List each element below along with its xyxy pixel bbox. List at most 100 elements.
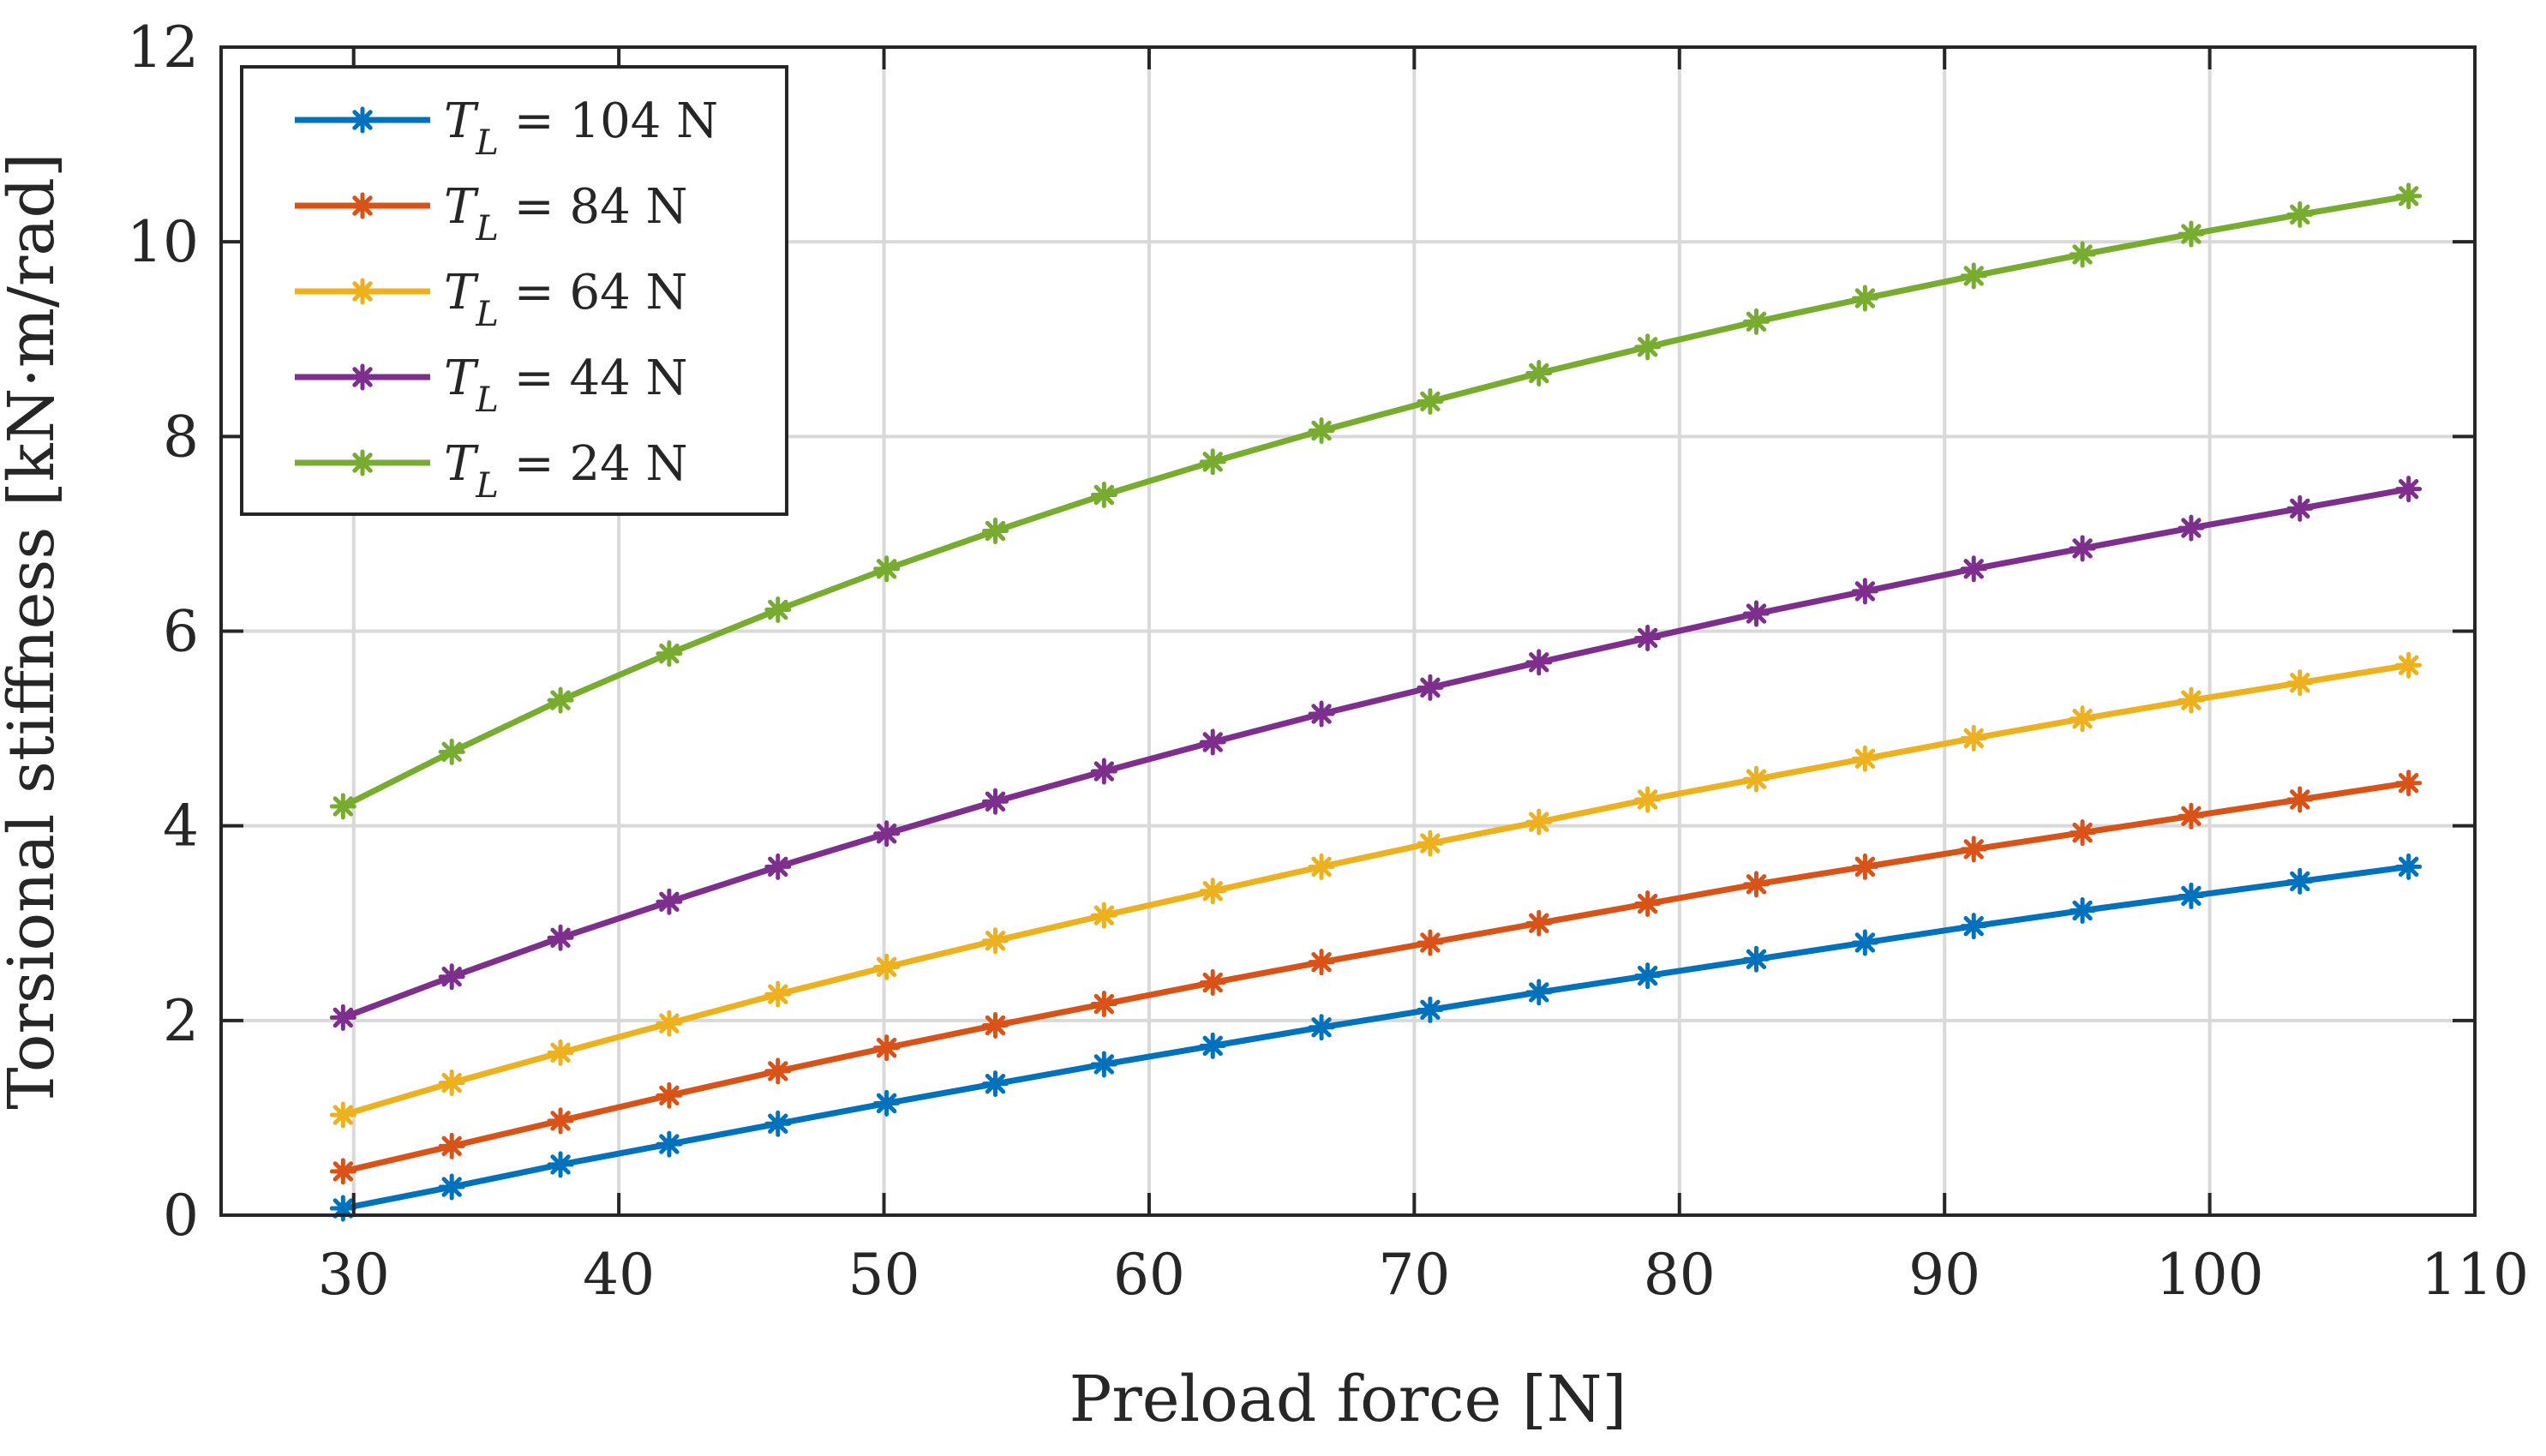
data-point bbox=[438, 1173, 465, 1201]
data-point bbox=[2069, 535, 2096, 562]
legend-entry: TL = 44 N bbox=[295, 351, 688, 420]
data-point bbox=[438, 963, 465, 991]
data-point bbox=[1634, 962, 1662, 990]
data-point bbox=[764, 596, 792, 624]
data-point bbox=[1851, 745, 1878, 772]
data-point bbox=[1742, 308, 1770, 335]
data-point bbox=[1851, 853, 1878, 880]
data-point bbox=[1634, 624, 1662, 651]
legend-symbol: T bbox=[444, 436, 479, 492]
x-tick-label: 80 bbox=[1644, 1242, 1716, 1308]
data-point bbox=[656, 640, 683, 668]
data-point bbox=[1525, 808, 1553, 836]
data-point bbox=[547, 1151, 574, 1178]
legend-symbol: T bbox=[444, 179, 479, 235]
data-point bbox=[1525, 909, 1553, 937]
data-point bbox=[981, 1012, 1009, 1040]
data-point bbox=[873, 1089, 901, 1117]
legend-symbol: T bbox=[444, 351, 479, 406]
data-point bbox=[1742, 871, 1770, 898]
data-point bbox=[1090, 481, 1117, 508]
series-4 bbox=[329, 183, 2423, 820]
data-point bbox=[2178, 220, 2205, 248]
legend-entry: TL = 24 N bbox=[295, 436, 688, 506]
x-axis-label: Preload force [N] bbox=[1069, 1363, 1627, 1436]
data-point bbox=[2069, 241, 2096, 268]
data-point bbox=[1960, 836, 1987, 863]
axis-ticks: 30 40 50 60 70 80 90 100 110 0 2 4 6 8 10 12 bbox=[127, 15, 2529, 1308]
data-point bbox=[2286, 867, 2314, 895]
data-point bbox=[1417, 929, 1444, 956]
data-point bbox=[2395, 770, 2423, 797]
data-point bbox=[2178, 686, 2205, 714]
data-point bbox=[1199, 728, 1226, 756]
y-tick-label: 12 bbox=[127, 15, 199, 81]
legend-label: TL = 84 N bbox=[444, 179, 688, 249]
data-point bbox=[1199, 969, 1226, 997]
x-tick-label: 70 bbox=[1378, 1242, 1450, 1308]
data-point bbox=[1090, 758, 1117, 785]
data-point bbox=[1417, 674, 1444, 701]
legend-value: = 44 N bbox=[499, 351, 688, 406]
data-point bbox=[981, 1070, 1009, 1098]
data-point bbox=[1308, 949, 1335, 976]
legend-marker bbox=[349, 363, 376, 391]
data-point bbox=[1634, 890, 1662, 918]
data-point bbox=[2069, 705, 2096, 733]
data-point bbox=[1742, 765, 1770, 793]
data-point bbox=[2178, 882, 2205, 909]
data-point bbox=[1308, 417, 1335, 445]
data-point bbox=[1851, 285, 1878, 312]
x-tick-label: 30 bbox=[318, 1242, 390, 1308]
data-point bbox=[873, 555, 901, 583]
data-point bbox=[1525, 360, 1553, 387]
data-point bbox=[2286, 786, 2314, 813]
data-point bbox=[329, 1004, 356, 1031]
data-point bbox=[547, 686, 574, 714]
series-line bbox=[342, 486, 2410, 1021]
series-0 bbox=[329, 853, 2423, 1222]
series-line bbox=[342, 780, 2410, 1175]
data-point bbox=[2069, 896, 2096, 924]
series-line bbox=[342, 662, 2410, 1118]
data-point bbox=[981, 518, 1009, 545]
data-point bbox=[656, 1010, 683, 1037]
legend: TL = 104 NTL = 84 NTL = 64 NTL = 44 NTL … bbox=[240, 65, 788, 516]
data-point bbox=[1960, 555, 1987, 583]
data-point bbox=[438, 1070, 465, 1097]
data-point bbox=[656, 1082, 683, 1109]
legend-subscript: L bbox=[475, 466, 499, 506]
legend-entry: TL = 64 N bbox=[295, 265, 688, 334]
data-point bbox=[329, 1101, 356, 1129]
legend-marker bbox=[349, 449, 376, 476]
legend-marker bbox=[349, 278, 376, 305]
y-tick-label: 0 bbox=[163, 1183, 199, 1249]
legend-subscript: L bbox=[475, 123, 499, 163]
data-point bbox=[547, 1107, 574, 1135]
data-point bbox=[1199, 1032, 1226, 1059]
legend-label: TL = 24 N bbox=[444, 436, 688, 506]
x-tick-label: 60 bbox=[1113, 1242, 1185, 1308]
data-point bbox=[438, 738, 465, 765]
data-point bbox=[873, 953, 901, 980]
x-tick-label: 90 bbox=[1908, 1242, 1980, 1308]
data-point bbox=[764, 1110, 792, 1137]
y-tick-label: 10 bbox=[127, 209, 199, 275]
data-point bbox=[1417, 830, 1444, 857]
data-point bbox=[1960, 724, 1987, 752]
data-point bbox=[873, 1034, 901, 1062]
data-point bbox=[764, 1058, 792, 1085]
legend-entry: TL = 104 N bbox=[295, 93, 718, 163]
data-point bbox=[2395, 651, 2423, 679]
x-tick-label: 50 bbox=[848, 1242, 920, 1308]
data-point bbox=[438, 1132, 465, 1159]
y-tick-label: 6 bbox=[163, 599, 199, 665]
data-point bbox=[1960, 913, 1987, 940]
data-point bbox=[1851, 578, 1878, 605]
data-point bbox=[2395, 476, 2423, 503]
legend-symbol: T bbox=[444, 93, 479, 149]
y-axis-label: Torsional stiffness [kN·m/rad] bbox=[0, 153, 69, 1109]
y-tick-label: 4 bbox=[163, 794, 199, 860]
data-point bbox=[1090, 902, 1117, 929]
